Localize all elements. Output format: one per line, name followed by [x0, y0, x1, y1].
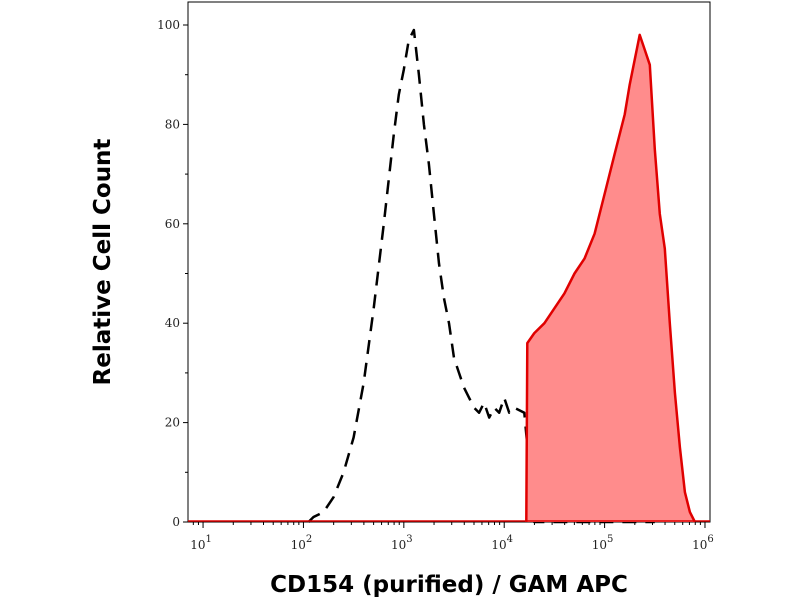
series-2-fill — [526, 34, 695, 523]
y-tick-label: 80 — [165, 117, 180, 131]
x-axis-title: CD154 (purified) / GAM APC — [270, 572, 628, 598]
series-2 — [525, 33, 697, 523]
x-tick-label: 104 — [491, 534, 513, 552]
y-axis-title: Relative Cell Count — [90, 139, 116, 386]
series-1-line — [307, 28, 655, 524]
y-tick-label: 100 — [157, 18, 180, 32]
x-tick-label: 103 — [391, 534, 413, 552]
x-axis: 101 102 103 104 105 106 — [190, 522, 714, 552]
y-tick-label: 40 — [165, 316, 180, 330]
series-layer — [188, 28, 710, 524]
series-1 — [307, 28, 655, 524]
x-tick-label: 106 — [692, 534, 714, 552]
x-tick-label: 105 — [592, 534, 614, 552]
x-tick-label: 102 — [291, 534, 313, 552]
y-axis: 0 20 40 60 80 100 — [157, 18, 188, 529]
plot-frame — [187, 1, 711, 523]
y-tick-label: 60 — [165, 217, 180, 231]
y-tick-label: 20 — [165, 416, 180, 430]
y-tick-label: 0 — [172, 515, 180, 529]
series-2-line — [525, 33, 697, 523]
x-tick-label: 101 — [190, 534, 212, 552]
